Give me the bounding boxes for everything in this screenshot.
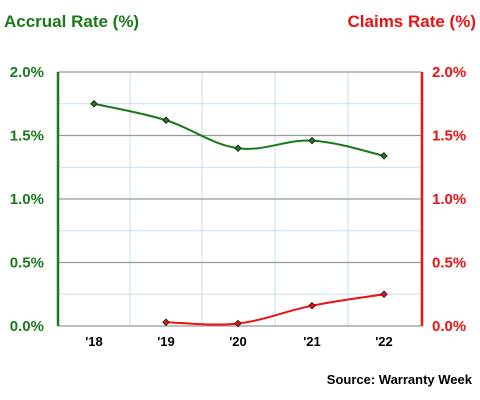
data-point-claims bbox=[162, 318, 170, 326]
x-tick-label: '20 bbox=[229, 334, 247, 349]
left-tick-label: 1.0% bbox=[10, 191, 44, 208]
tick-labels: 0.0% 0.5% 1.0% 1.5% 2.0% 0.0% 0.5% 1.0% 1.5% 2.0%… bbox=[10, 64, 466, 349]
data-point-accrual bbox=[162, 116, 170, 125]
left-tick-label: 0.5% bbox=[10, 255, 44, 272]
source-note: Source: Warranty Week bbox=[327, 372, 473, 387]
data-point-claims bbox=[308, 301, 316, 310]
right-tick-label: 1.0% bbox=[432, 191, 466, 208]
axes bbox=[56, 72, 424, 326]
right-tick-label: 0.5% bbox=[432, 255, 466, 272]
left-axis-title: Accrual Rate (%) bbox=[4, 12, 139, 31]
left-tick-label: 2.0% bbox=[10, 64, 44, 81]
x-tick-label: '18 bbox=[85, 334, 103, 349]
right-axis-title: Claims Rate (%) bbox=[348, 12, 476, 31]
series-lines bbox=[93, 102, 385, 326]
x-tick-label: '22 bbox=[375, 334, 393, 349]
data-point-claims bbox=[234, 319, 242, 328]
series-line-claims bbox=[165, 293, 385, 326]
major-gridlines bbox=[58, 71, 422, 327]
data-point-accrual bbox=[90, 99, 98, 108]
series-markers bbox=[90, 99, 388, 328]
left-tick-label: 0.0% bbox=[10, 318, 44, 335]
data-point-claims bbox=[380, 290, 388, 299]
right-tick-label: 0.0% bbox=[432, 318, 466, 335]
data-point-accrual bbox=[308, 136, 316, 145]
data-point-accrual bbox=[234, 144, 242, 152]
data-point-accrual bbox=[380, 152, 388, 160]
x-tick-label: '19 bbox=[157, 334, 175, 349]
right-tick-label: 2.0% bbox=[432, 64, 466, 81]
left-tick-label: 1.5% bbox=[10, 128, 44, 145]
right-tick-label: 1.5% bbox=[432, 128, 466, 145]
x-tick-label: '21 bbox=[303, 334, 321, 349]
